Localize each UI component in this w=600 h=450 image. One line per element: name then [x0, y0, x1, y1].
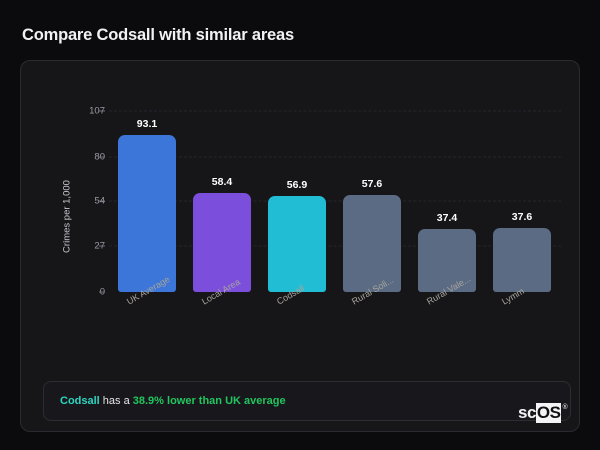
gridline: [109, 156, 561, 158]
registered-mark-icon: ®: [562, 404, 568, 411]
bar-chart-plot: Crimes per 1,000 0 27 54 80 107 93.1UK Avera…: [21, 61, 579, 371]
gridline: [109, 200, 561, 202]
bar-group: 93.1 UK Average 58.4 Local Area 56.9 Codsall 5…: [109, 61, 561, 371]
bar[interactable]: [268, 195, 326, 292]
comparison-chart-card: Crimes per 1,000 0 27 54 80 107 93.1UK Avera…: [20, 60, 580, 432]
bar[interactable]: [118, 134, 176, 292]
bar[interactable]: [493, 228, 551, 292]
bar-item[interactable]: 37.6 Lymm: [493, 211, 551, 307]
y-axis: Crimes per 1,000 0 27 54 80 107: [43, 61, 105, 371]
y-tick-label: 80: [53, 151, 105, 162]
gridline: [109, 110, 561, 112]
bar[interactable]: [343, 194, 401, 292]
y-axis-title: Crimes per 1,000: [61, 180, 73, 253]
y-tick-label: 0: [53, 287, 105, 298]
comparison-note: Codsall has a 38.9% lower than UK averag…: [43, 381, 571, 421]
y-tick-mark: [99, 110, 105, 112]
y-tick-label: 27: [53, 241, 105, 252]
bar-item[interactable]: 93.1 UK Average: [118, 118, 176, 307]
bar-item[interactable]: 58.4 Local Area: [193, 176, 251, 307]
page-title: Compare Codsall with similar areas: [22, 26, 294, 44]
y-tick-mark: [99, 291, 105, 293]
bar-item[interactable]: 37.4 Rural Vale...: [418, 212, 476, 307]
y-tick-label: 54: [53, 195, 105, 206]
bar-value-label: 93.1: [136, 117, 158, 130]
bar-value-label: 56.9: [286, 178, 308, 191]
gridline: [109, 245, 561, 247]
y-tick-mark: [99, 156, 105, 158]
bar[interactable]: [193, 193, 251, 292]
bar-value-label: 58.4: [211, 176, 233, 189]
y-tick-label: 107: [89, 105, 105, 117]
brand-mark: OS: [535, 403, 562, 423]
brand-prefix: sc: [518, 403, 536, 422]
bar-item[interactable]: 56.9 Codsall: [268, 179, 326, 307]
y-tick-mark: [99, 245, 105, 247]
bar-value-label: 57.6: [361, 177, 383, 190]
bar[interactable]: [418, 228, 476, 292]
note-stat-text: 38.9% lower than UK average: [132, 395, 286, 407]
bar-value-label: 37.4: [436, 211, 458, 224]
bar-value-label: 37.6: [511, 211, 533, 224]
y-tick-mark: [99, 200, 105, 202]
scos-logo: sc OS ®: [518, 403, 568, 423]
note-area-name: Codsall: [60, 395, 100, 407]
comparison-note-text: Codsall has a 38.9% lower than UK averag…: [44, 395, 286, 407]
bar-item[interactable]: 57.6 Rural Soli...: [343, 178, 401, 307]
note-middle-text: has a: [99, 395, 133, 407]
